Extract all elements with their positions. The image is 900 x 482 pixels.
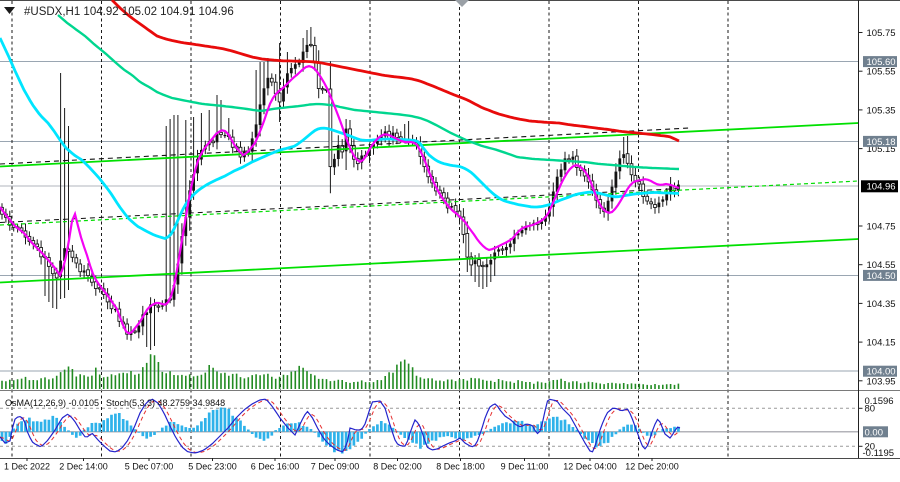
svg-text:7 Dec 09:00: 7 Dec 09:00 — [311, 462, 360, 472]
svg-text:OsMA(12,26,9) -0.0105: OsMA(12,26,9) -0.0105 — [5, 398, 99, 408]
svg-text:0.1596: 0.1596 — [865, 396, 894, 407]
svg-text:-0.1195: -0.1195 — [863, 448, 895, 459]
svg-text:104.35: 104.35 — [867, 299, 896, 310]
svg-text:104.00: 104.00 — [867, 367, 896, 378]
svg-text:80: 80 — [865, 403, 876, 414]
svg-text:9 Dec 11:00: 9 Dec 11:00 — [501, 462, 549, 472]
svg-text:104.75: 104.75 — [867, 222, 896, 233]
svg-text:1 Dec 2022: 1 Dec 2022 — [4, 462, 50, 472]
svg-text:105.35: 105.35 — [867, 105, 896, 116]
svg-text:104.50: 104.50 — [867, 271, 896, 282]
svg-text:12 Dec 04:00: 12 Dec 04:00 — [563, 462, 617, 472]
svg-text:105.75: 105.75 — [867, 28, 896, 39]
svg-text:105.55: 105.55 — [867, 67, 896, 78]
svg-text:6 Dec 16:00: 6 Dec 16:00 — [251, 462, 300, 472]
svg-text:105.15: 105.15 — [867, 144, 896, 155]
svg-text:2 Dec 14:00: 2 Dec 14:00 — [59, 462, 108, 472]
svg-text:0.00: 0.00 — [865, 427, 884, 438]
svg-text:12 Dec 20:00: 12 Dec 20:00 — [625, 462, 679, 472]
svg-text:103.95: 103.95 — [867, 376, 896, 387]
svg-text:105.60: 105.60 — [867, 57, 896, 68]
svg-text:Stoch(5,3,3) 48.2759 34.9848: Stoch(5,3,3) 48.2759 34.9848 — [106, 398, 225, 408]
svg-text:104.15: 104.15 — [867, 338, 896, 349]
svg-text:8 Dec 02:00: 8 Dec 02:00 — [373, 462, 422, 472]
svg-text:104.55: 104.55 — [867, 260, 896, 271]
svg-text:104.96: 104.96 — [867, 181, 896, 192]
svg-text:8 Dec 18:00: 8 Dec 18:00 — [436, 462, 485, 472]
svg-text:#USDX,H1 104.92 105.02 104.91: #USDX,H1 104.92 105.02 104.91 104.96 — [24, 6, 234, 18]
svg-text:20: 20 — [865, 441, 876, 452]
svg-text:105.18: 105.18 — [867, 137, 896, 148]
svg-text:5 Dec 23:00: 5 Dec 23:00 — [188, 462, 237, 472]
svg-text:5 Dec 07:00: 5 Dec 07:00 — [125, 462, 174, 472]
